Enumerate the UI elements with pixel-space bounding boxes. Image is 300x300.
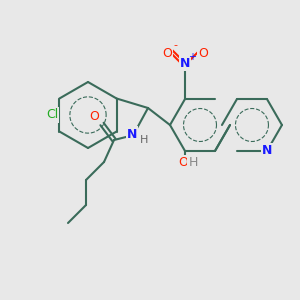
Text: O: O	[198, 46, 208, 59]
Text: Cl: Cl	[46, 109, 58, 122]
Text: -: -	[173, 40, 177, 50]
Text: H: H	[188, 157, 198, 169]
Text: N: N	[262, 145, 272, 158]
Text: O: O	[89, 110, 99, 122]
Text: O: O	[162, 46, 172, 59]
Text: N: N	[180, 56, 190, 70]
Text: O: O	[178, 157, 188, 169]
Text: N: N	[127, 128, 137, 140]
Text: +: +	[188, 52, 196, 62]
Text: H: H	[140, 135, 148, 145]
